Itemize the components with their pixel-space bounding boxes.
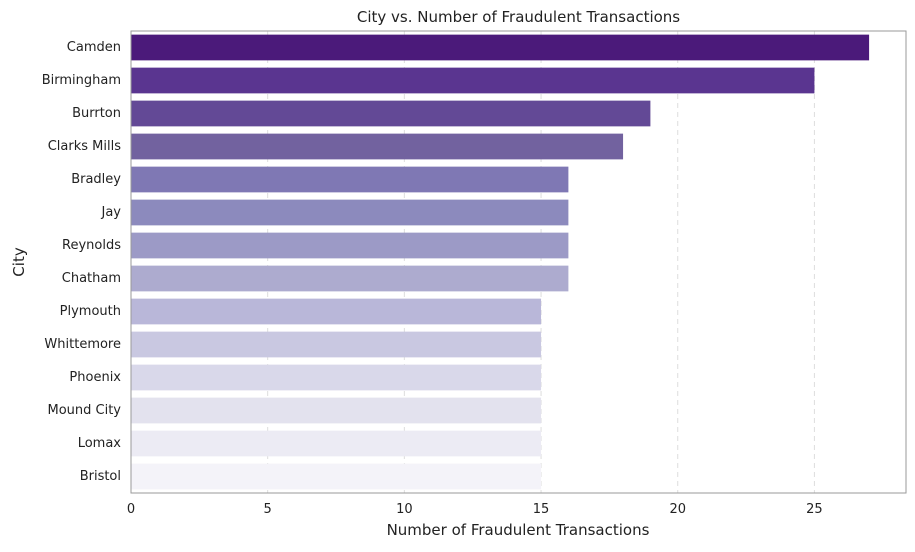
bar-layer — [131, 34, 870, 490]
y-category-label: Mound City — [47, 403, 121, 418]
bar — [131, 34, 870, 61]
x-tick-label: 5 — [264, 502, 272, 517]
chart-title: City vs. Number of Fraudulent Transactio… — [357, 8, 680, 26]
y-axis-label: City — [10, 247, 28, 277]
x-tick-label: 10 — [396, 502, 413, 517]
bar — [131, 463, 542, 490]
x-tick-labels: 0 5 10 15 20 25 — [127, 502, 823, 517]
y-category-label: Chatham — [62, 271, 121, 286]
y-category-label: Burrton — [72, 106, 121, 121]
bar — [131, 100, 651, 127]
x-axis-label: Number of Fraudulent Transactions — [387, 521, 650, 539]
bar — [131, 199, 569, 226]
x-tick-label: 20 — [669, 502, 686, 517]
y-category-label: Plymouth — [60, 304, 121, 319]
bar — [131, 331, 542, 358]
x-tick-label: 15 — [533, 502, 550, 517]
bar — [131, 166, 569, 193]
y-category-label: Reynolds — [62, 238, 121, 253]
y-category-label: Jay — [101, 205, 122, 220]
bar — [131, 430, 542, 457]
y-category-label: Phoenix — [69, 370, 121, 385]
bar — [131, 298, 542, 325]
bar — [131, 133, 624, 160]
y-category-label: Lomax — [78, 436, 122, 451]
bar — [131, 364, 542, 391]
bar — [131, 232, 569, 259]
y-category-label: Bristol — [80, 469, 121, 484]
y-category-labels: Camden Birmingham Burrton Clarks Mills Bradl… — [42, 40, 122, 484]
y-category-label: Clarks Mills — [48, 139, 121, 154]
y-category-label: Camden — [67, 40, 121, 55]
bar — [131, 67, 815, 94]
y-category-label: Bradley — [71, 172, 121, 187]
plot-frame — [130, 30, 907, 494]
x-tick-label: 0 — [127, 502, 135, 517]
x-tick-label: 25 — [806, 502, 823, 517]
y-category-label: Birmingham — [42, 73, 121, 88]
bar — [131, 265, 569, 292]
y-category-label: Whittemore — [44, 337, 121, 352]
bar — [131, 397, 542, 424]
